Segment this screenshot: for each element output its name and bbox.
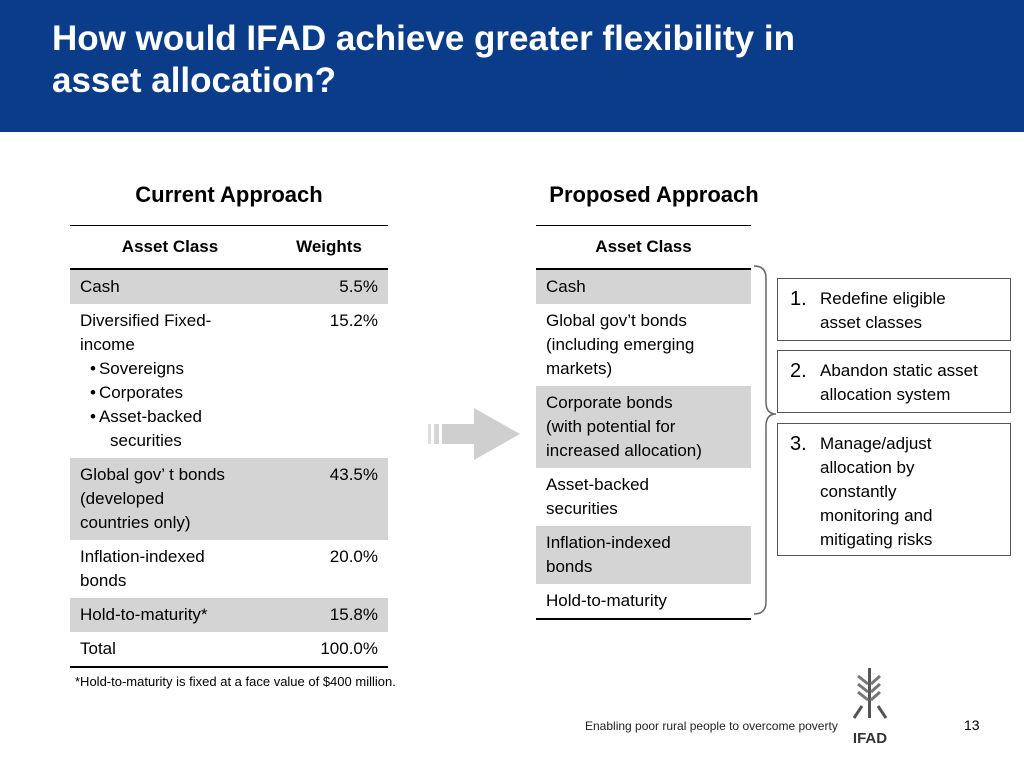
asset-cell: Hold-to-maturity — [536, 584, 751, 620]
asset-label: Diversified Fixed- income — [80, 311, 212, 354]
table-row: Hold-to-maturity — [536, 584, 751, 620]
table-row: Global gov’t bonds (including emerging m… — [536, 304, 751, 386]
page-number: 13 — [964, 717, 980, 733]
asset-cell: Asset-backed securities — [546, 475, 649, 518]
step-box: 2. Abandon static asset allocation syste… — [777, 350, 1011, 413]
asset-cell: Hold-to-maturity* — [70, 598, 270, 632]
asset-cell: Inflation-indexed bonds — [70, 540, 270, 598]
asset-cell: Global gov’ t bonds (developed countries… — [70, 458, 270, 540]
asset-label: Inflation-indexed bonds — [80, 547, 205, 590]
weight-cell: 15.8% — [270, 598, 388, 632]
table-row: Global gov’ t bonds (developed countries… — [70, 458, 388, 540]
section-heading: Current Approach — [135, 182, 323, 207]
column-header: Asset Class — [70, 225, 270, 270]
step-number: 1. — [790, 288, 807, 310]
brace — [753, 265, 777, 615]
asset-cell: Total — [70, 632, 270, 668]
logo-text: IFAD — [852, 730, 888, 747]
step-text: Manage/adjust allocation by constantly m… — [820, 434, 933, 549]
step-number: 2. — [790, 360, 807, 382]
weight-cell: 5.5% — [270, 269, 388, 304]
asset-label: Hold-to-maturity* — [80, 605, 208, 624]
header-row: Asset Class — [536, 225, 751, 270]
step-text: Redefine eligible asset classes — [820, 289, 946, 332]
slide-title: How would IFAD achieve greater flexibili… — [52, 19, 795, 100]
tagline: Enabling poor rural people to overcome p… — [585, 719, 838, 733]
table-row: Inflation-indexed bonds — [536, 526, 751, 584]
table-row: Corporate bonds (with potential for incr… — [536, 386, 751, 468]
asset-label: Cash — [80, 277, 120, 296]
proposed-table: Asset Class Cash Global gov’t bonds (incl… — [536, 225, 751, 620]
asset-cell: Cash — [536, 269, 751, 304]
asset-cell: Inflation-indexed bonds — [536, 526, 751, 584]
step-box: 1. Redefine eligible asset classes — [777, 278, 1011, 341]
asset-cell: Global gov’t bonds (including emerging m… — [546, 311, 695, 378]
step-number: 3. — [790, 433, 807, 455]
table-row: Cash 5.5% — [70, 269, 388, 304]
weight-cell: 43.5% — [270, 458, 388, 540]
step-box: 3. Manage/adjust allocation by constantl… — [777, 423, 1011, 556]
footnote: *Hold-to-maturity is fixed at a face val… — [75, 674, 396, 689]
asset-label: Total — [80, 639, 116, 658]
asset-cell: Cash — [70, 269, 270, 304]
column-header: Weights — [270, 225, 388, 270]
column-header: Asset Class — [536, 225, 751, 270]
weight-cell: 100.0% — [270, 632, 388, 668]
table-row: Asset-backed securities — [536, 468, 751, 526]
arrow — [428, 408, 520, 460]
asset-cell: Corporate bonds (with potential for incr… — [536, 386, 751, 468]
bullet-list: SovereignsCorporatesAsset-backed securit… — [80, 357, 260, 453]
bullet-item: Sovereigns — [99, 357, 260, 381]
table-row: Diversified Fixed- incomeSovereignsCorpo… — [70, 304, 388, 458]
table-row: Total 100.0% — [70, 632, 388, 668]
weight-cell: 15.2% — [329, 311, 378, 330]
step-text: Abandon static asset allocation system — [820, 361, 978, 404]
logo-mark — [852, 668, 888, 719]
asset-label: Global gov’ t bonds (developed countries… — [80, 465, 225, 532]
title-band — [0, 0, 1024, 132]
table-row: Cash — [536, 269, 751, 304]
current-table: Asset Class Weights Cash 5.5% Diversified … — [70, 225, 388, 668]
bullet-item: Asset-backed securities — [99, 405, 260, 453]
section-heading: Proposed Approach — [549, 182, 759, 207]
table-row: Hold-to-maturity* 15.8% — [70, 598, 388, 632]
header-row: Asset Class Weights — [70, 225, 388, 270]
weight-cell: 20.0% — [329, 547, 378, 566]
table-row: Inflation-indexed bonds 20.0% — [70, 540, 388, 598]
bullet-item: Corporates — [99, 381, 260, 405]
asset-cell: Diversified Fixed- incomeSovereignsCorpo… — [70, 304, 270, 458]
